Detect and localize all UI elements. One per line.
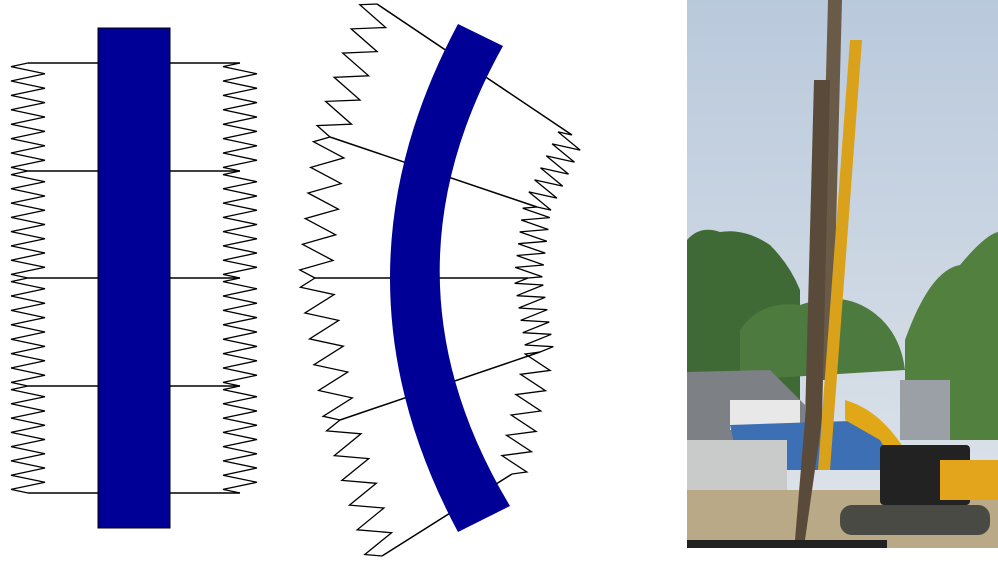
spring bbox=[324, 419, 394, 557]
pile bbox=[97, 27, 171, 529]
photo-building bbox=[900, 380, 950, 440]
spring-group bbox=[10, 62, 258, 494]
spring bbox=[514, 206, 551, 279]
spring bbox=[298, 277, 354, 421]
spring bbox=[514, 277, 554, 353]
site-photo bbox=[687, 0, 998, 548]
straight-pile-diagram bbox=[10, 27, 258, 529]
spring bbox=[298, 136, 346, 279]
spring bbox=[222, 170, 258, 279]
curved-pile-diagram bbox=[298, 3, 581, 557]
spring bbox=[222, 385, 258, 494]
photo-track bbox=[840, 505, 990, 535]
photo-auger bbox=[795, 80, 830, 540]
spring bbox=[10, 277, 46, 387]
photo-leader bbox=[818, 40, 862, 470]
photo-body bbox=[940, 460, 998, 500]
photo-rebar bbox=[687, 540, 887, 548]
spring bbox=[500, 351, 552, 475]
curved-pile bbox=[390, 24, 510, 532]
spring bbox=[10, 385, 46, 494]
spring-group bbox=[298, 3, 581, 557]
spring bbox=[10, 62, 46, 172]
spring bbox=[10, 170, 46, 279]
spring bbox=[528, 131, 581, 211]
spring bbox=[222, 277, 258, 387]
spring bbox=[315, 3, 388, 138]
spring bbox=[222, 62, 258, 172]
